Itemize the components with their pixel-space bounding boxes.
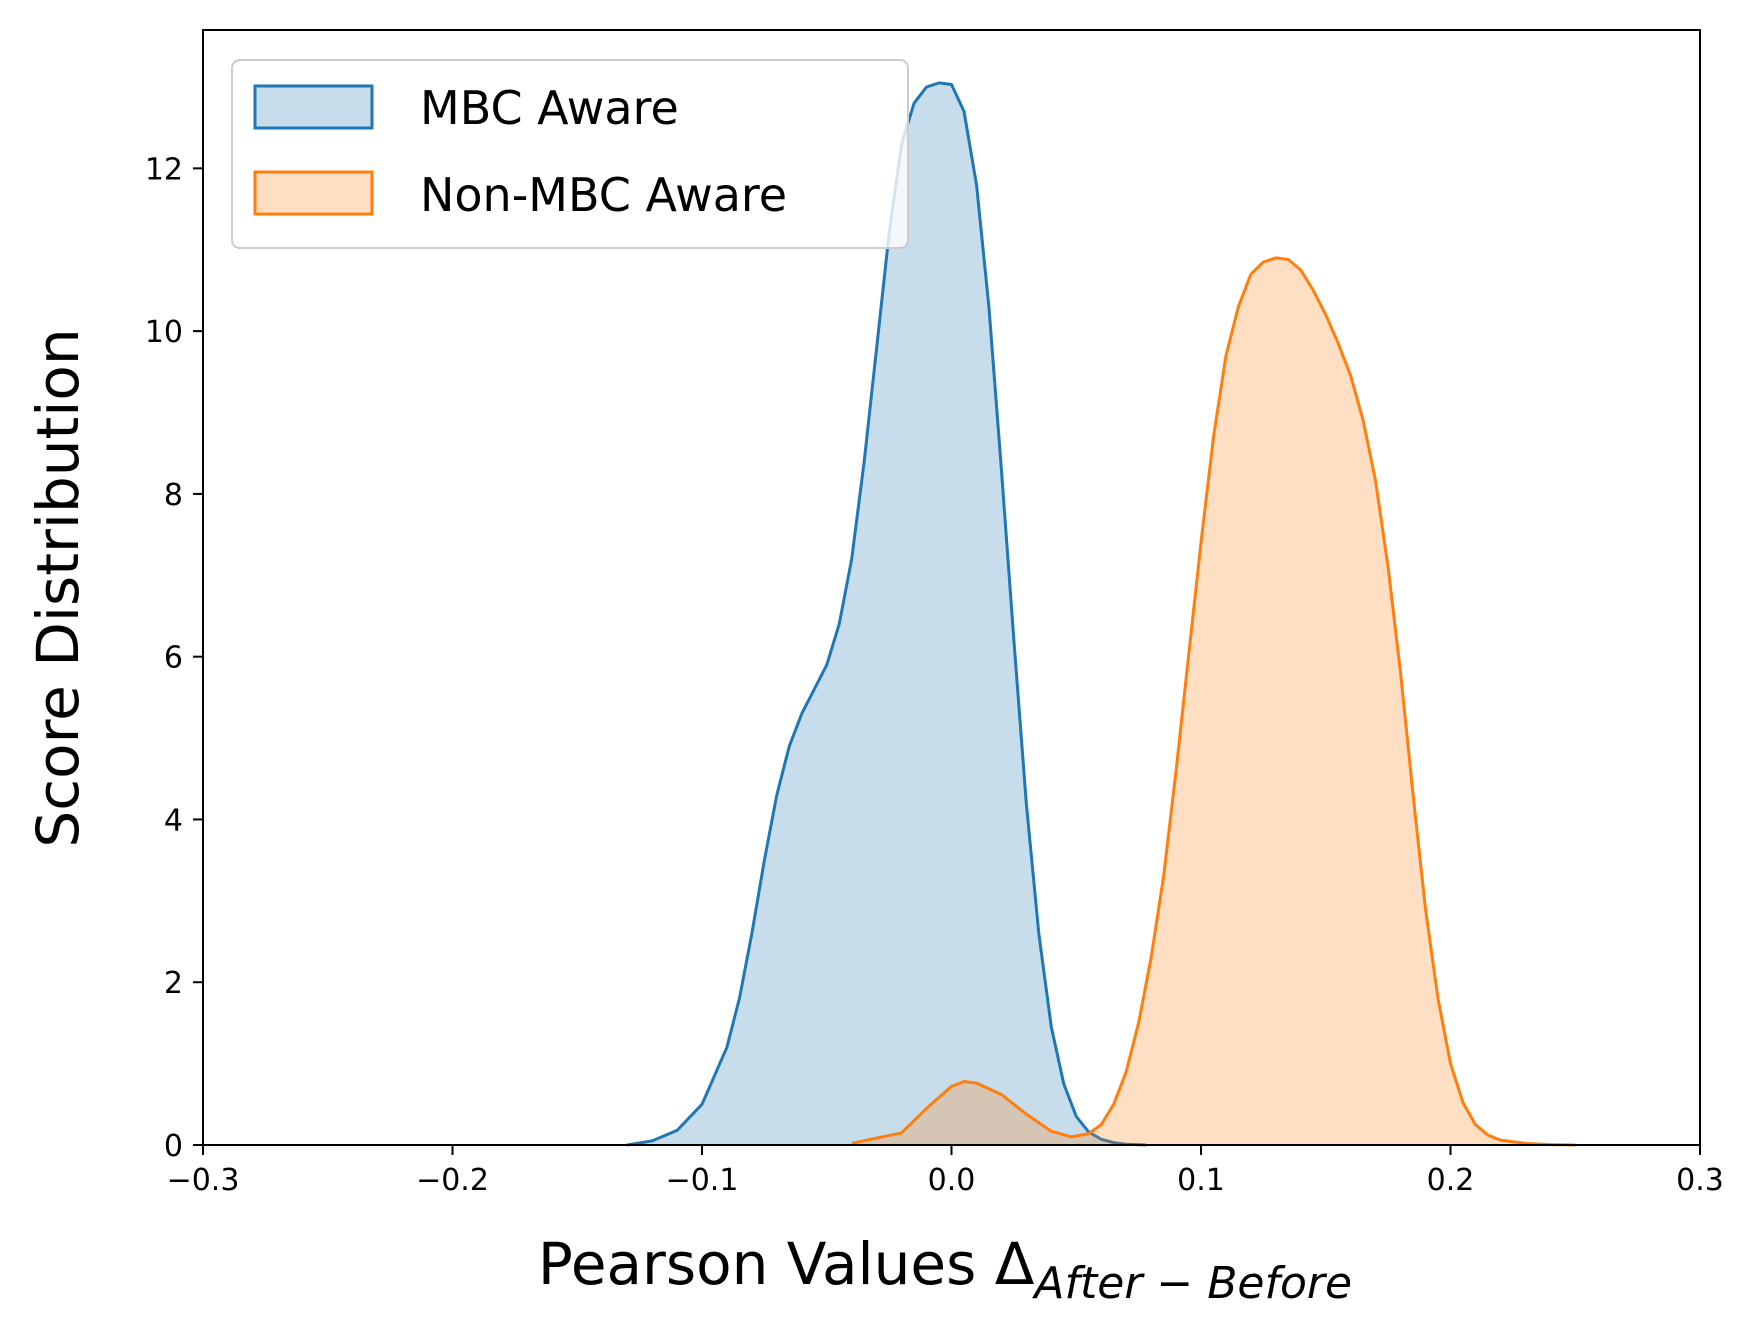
y-tick-label: 0 bbox=[164, 1129, 183, 1164]
series-line-non-mbc-aware bbox=[851, 256, 1576, 1147]
x-tick-label: 0.3 bbox=[1676, 1163, 1724, 1198]
legend-swatch-non-mbc-aware bbox=[253, 170, 374, 216]
x-tick-label: 0.1 bbox=[1177, 1163, 1225, 1198]
x-tick-label: −0.1 bbox=[666, 1163, 739, 1198]
legend-label-mbc-aware: MBC Aware bbox=[420, 81, 679, 135]
plot-area: −0.3 −0.2 −0.1 0.0 0.1 0.2 0.3 0 2 4 6 8 10 12 bbox=[145, 29, 1724, 1198]
x-axis-label: Pearson Values ΔAfter − Before bbox=[538, 1230, 1352, 1309]
x-axis-label-subscript: After − Before bbox=[1031, 1258, 1352, 1309]
series-area-mbc-aware bbox=[627, 82, 1147, 1145]
x-axis-label-main: Pearson Values Δ bbox=[538, 1230, 1035, 1298]
x-tick-label: −0.3 bbox=[167, 1163, 240, 1198]
x-tick-label: 0.0 bbox=[928, 1163, 976, 1198]
y-axis-label: Score Distribution bbox=[24, 328, 92, 847]
y-tick-label: 8 bbox=[164, 478, 183, 513]
legend: MBC Aware Non-MBC Aware bbox=[231, 59, 909, 249]
x-tick-label: −0.2 bbox=[416, 1163, 489, 1198]
series-area-non-mbc-aware bbox=[851, 257, 1576, 1145]
y-tick-label: 10 bbox=[145, 315, 183, 350]
x-tick-label: 0.2 bbox=[1427, 1163, 1475, 1198]
legend-label-non-mbc-aware: Non-MBC Aware bbox=[420, 168, 787, 222]
x-axis-ticks: −0.3 −0.2 −0.1 0.0 0.1 0.2 0.3 bbox=[167, 1145, 1724, 1198]
y-tick-label: 12 bbox=[145, 152, 183, 187]
y-tick-label: 6 bbox=[164, 641, 183, 676]
y-axis-ticks: 0 2 4 6 8 10 12 bbox=[145, 152, 203, 1164]
legend-swatch-mbc-aware bbox=[253, 84, 374, 130]
y-tick-label: 4 bbox=[164, 803, 183, 838]
legend-frame bbox=[231, 59, 909, 249]
y-tick-label: 2 bbox=[164, 966, 183, 1001]
